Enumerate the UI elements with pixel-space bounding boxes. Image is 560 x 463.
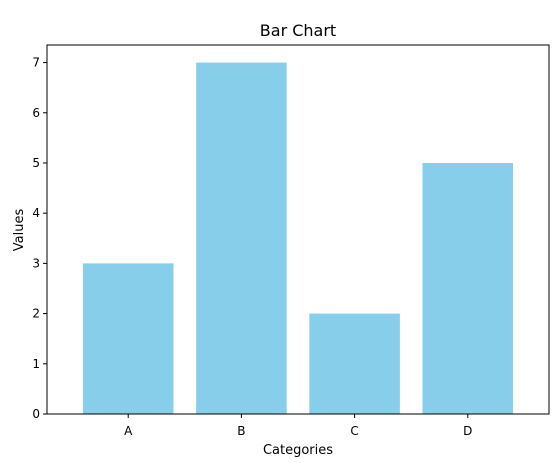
y-tick-label: 5 — [32, 156, 40, 170]
y-tick-label: 2 — [32, 307, 40, 321]
y-tick-label: 6 — [32, 106, 40, 120]
y-tick-label: 1 — [32, 357, 40, 371]
bar-a — [82, 263, 174, 414]
y-axis-label: Values — [12, 209, 27, 252]
y-tick-label: 4 — [32, 206, 40, 220]
plot-frame — [46, 44, 550, 415]
chart-title: Bar Chart — [260, 21, 336, 40]
y-tick-label: 7 — [32, 56, 40, 70]
y-tick-label: 0 — [32, 407, 40, 421]
x-tick-label: A — [124, 424, 133, 438]
x-tick-label: B — [237, 424, 245, 438]
x-tick-label: C — [350, 424, 358, 438]
bars-group — [82, 62, 514, 414]
bar-c — [309, 313, 400, 414]
y-tick-label: 3 — [32, 256, 40, 270]
bar-b — [196, 62, 287, 414]
x-axis-ticks: A B C D — [124, 414, 472, 438]
bar-d — [422, 162, 514, 414]
x-tick-label: D — [463, 424, 472, 438]
y-axis-ticks: 0 1 2 3 4 5 6 7 — [32, 56, 47, 421]
x-axis-label: Categories — [263, 443, 333, 458]
